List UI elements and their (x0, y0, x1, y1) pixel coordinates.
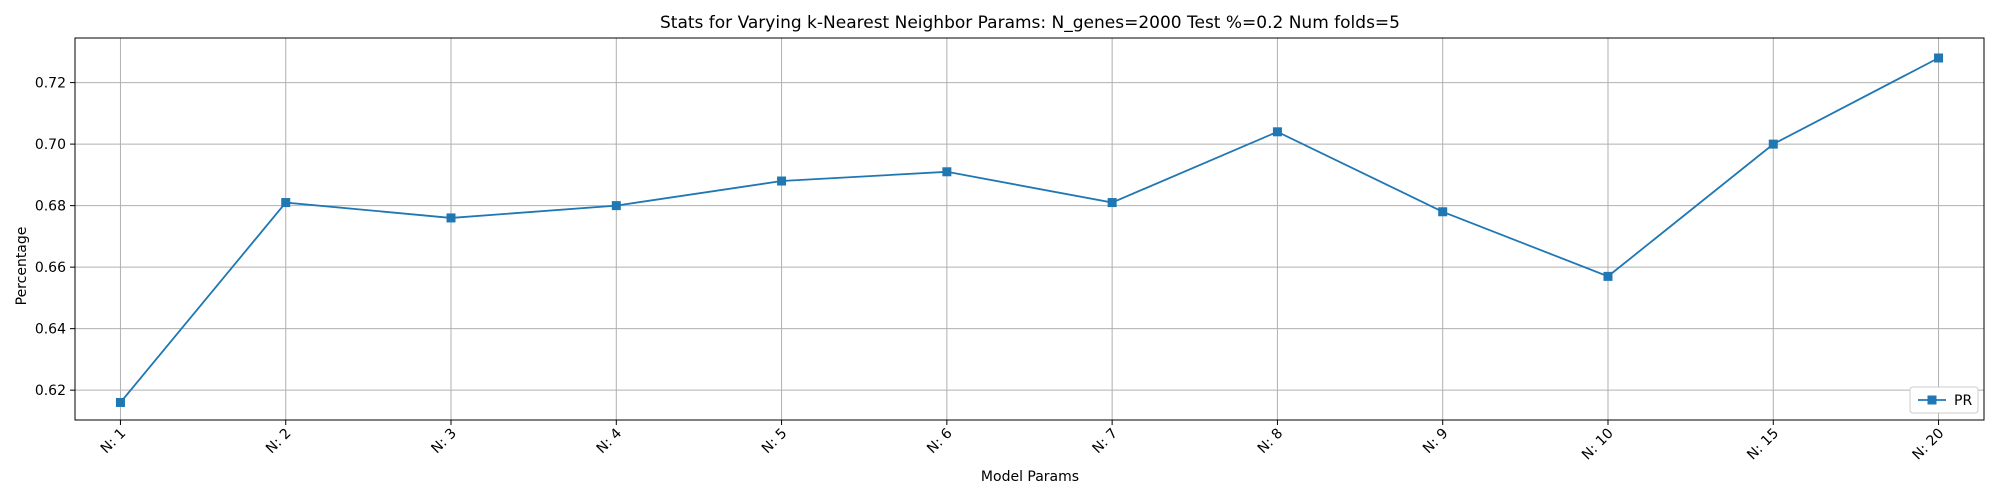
y-tick-label: 0.68 (35, 199, 66, 215)
data-point (1603, 271, 1613, 281)
chart-title: Stats for Varying k-Nearest Neighbor Par… (660, 13, 1400, 33)
series-line-pr (119, 57, 1939, 404)
y-tick-label: 0.62 (35, 383, 66, 399)
x-axis-label: Model Params (981, 469, 1079, 485)
legend-marker-pr (1927, 395, 1937, 405)
y-tick-label: 0.72 (35, 76, 66, 92)
data-point (1107, 198, 1117, 208)
data-point (446, 213, 456, 223)
series-layer (115, 53, 1944, 407)
legend: PR (1909, 386, 1979, 414)
data-point (1438, 207, 1448, 217)
data-point (942, 167, 952, 177)
plot-area (74, 37, 1985, 421)
data-point (777, 176, 787, 186)
data-point (115, 397, 125, 407)
y-axis: 0.62 0.64 0.66 0.68 0.70 0.72 (35, 76, 75, 399)
y-tick-label: 0.66 (35, 260, 66, 276)
y-tick-label: 0.64 (35, 322, 66, 338)
grid (75, 38, 1984, 420)
data-point (281, 198, 291, 208)
data-point (1272, 127, 1282, 137)
data-point (1934, 53, 1944, 63)
data-point (611, 201, 621, 211)
y-tick-label: 0.70 (35, 137, 66, 153)
data-point (1768, 139, 1778, 149)
legend-label-pr: PR (1954, 393, 1972, 409)
y-axis-label: Percentage (14, 227, 30, 306)
